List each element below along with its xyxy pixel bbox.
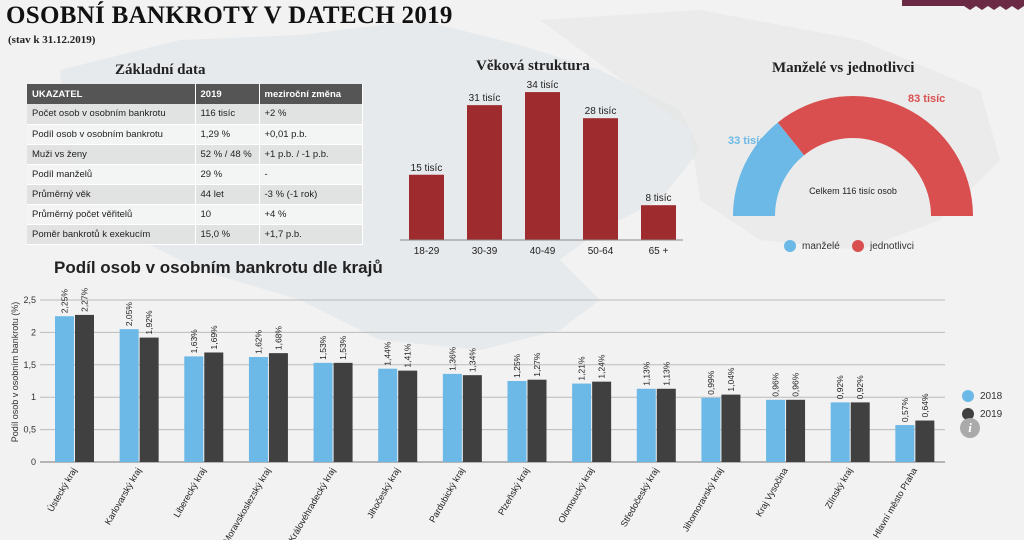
legend-item-married: manželé xyxy=(784,240,840,252)
married-chart-title: Manželé vs jednotlivci xyxy=(772,60,915,76)
table-cell: 29 % xyxy=(195,164,260,185)
legend-label: jednotlivci xyxy=(870,240,914,252)
table-cell: +1,7 p.b. xyxy=(259,224,363,245)
legend-label: 2019 xyxy=(980,408,1003,420)
table-header-cell: 2019 xyxy=(195,84,260,104)
legend-swatch xyxy=(852,240,864,252)
table-row: Podíl manželů 29 % - xyxy=(27,164,363,185)
legend-swatch xyxy=(962,408,974,420)
table-cell: Poměr bankrotů k exekucím xyxy=(27,224,196,245)
table-cell: 1,29 % xyxy=(195,124,260,145)
table-row: Poměr bankrotů k exekucím 15,0 % +1,7 p.… xyxy=(27,224,363,245)
table-cell: 10 xyxy=(195,204,260,225)
table-cell: 52 % / 48 % xyxy=(195,144,260,165)
legend-item-2019: 2019 xyxy=(962,408,1002,420)
table-row: Muži vs ženy 52 % / 48 % +1 p.b. / -1 p.… xyxy=(27,144,363,165)
region-chart-title: Podíl osob v osobním bankrotu dle krajů xyxy=(54,258,383,277)
table-cell: Počet osob v osobním bankrotu xyxy=(27,104,196,125)
table-cell: +4 % xyxy=(259,204,363,225)
legend-swatch xyxy=(962,390,974,402)
page-title: OSOBNÍ BANKROTY V DATECH 2019 xyxy=(6,2,453,29)
table-cell: 15,0 % xyxy=(195,224,260,245)
corner-ribbon xyxy=(902,0,1024,10)
table-row: Průměrný věk 44 let -3 % (-1 rok) xyxy=(27,184,363,205)
table-cell: Muži vs ženy xyxy=(27,144,196,165)
page-subtitle: (stav k 31.12.2019) xyxy=(8,34,96,46)
legend-label: 2018 xyxy=(980,390,1003,402)
table-row: Podíl osob v osobním bankrotu 1,29 % +0,… xyxy=(27,124,363,145)
table-cell: - xyxy=(259,164,363,185)
basic-data-table: UKAZATEL 2019 meziroční změna Počet osob… xyxy=(27,84,363,245)
legend-label: manželé xyxy=(802,240,840,252)
table-cell: +0,01 p.b. xyxy=(259,124,363,145)
table-row: Počet osob v osobním bankrotu 116 tisíc … xyxy=(27,104,363,125)
table-row: Průměrný počet věřitelů 10 +4 % xyxy=(27,204,363,225)
legend-swatch xyxy=(784,240,796,252)
info-icon[interactable]: i xyxy=(960,418,980,438)
table-header-cell: UKAZATEL xyxy=(27,84,196,104)
table-cell: Průměrný věk xyxy=(27,184,196,205)
table-cell: -3 % (-1 rok) xyxy=(259,184,363,205)
table-cell: 44 let xyxy=(195,184,260,205)
age-chart-title: Věková struktura xyxy=(476,58,590,74)
table-header-row: UKAZATEL 2019 meziroční změna xyxy=(27,84,363,104)
legend-item-2018: 2018 xyxy=(962,390,1002,402)
table-cell: Podíl manželů xyxy=(27,164,196,185)
table-cell: Průměrný počet věřitelů xyxy=(27,204,196,225)
table-cell: Podíl osob v osobním bankrotu xyxy=(27,124,196,145)
table-cell: +2 % xyxy=(259,104,363,125)
table-cell: +1 p.b. / -1 p.b. xyxy=(259,144,363,165)
basic-data-title: Základní data xyxy=(115,62,206,78)
table-header-cell: meziroční změna xyxy=(259,84,363,104)
legend-item-single: jednotlivci xyxy=(852,240,914,252)
table-cell: 116 tisíc xyxy=(195,104,260,125)
